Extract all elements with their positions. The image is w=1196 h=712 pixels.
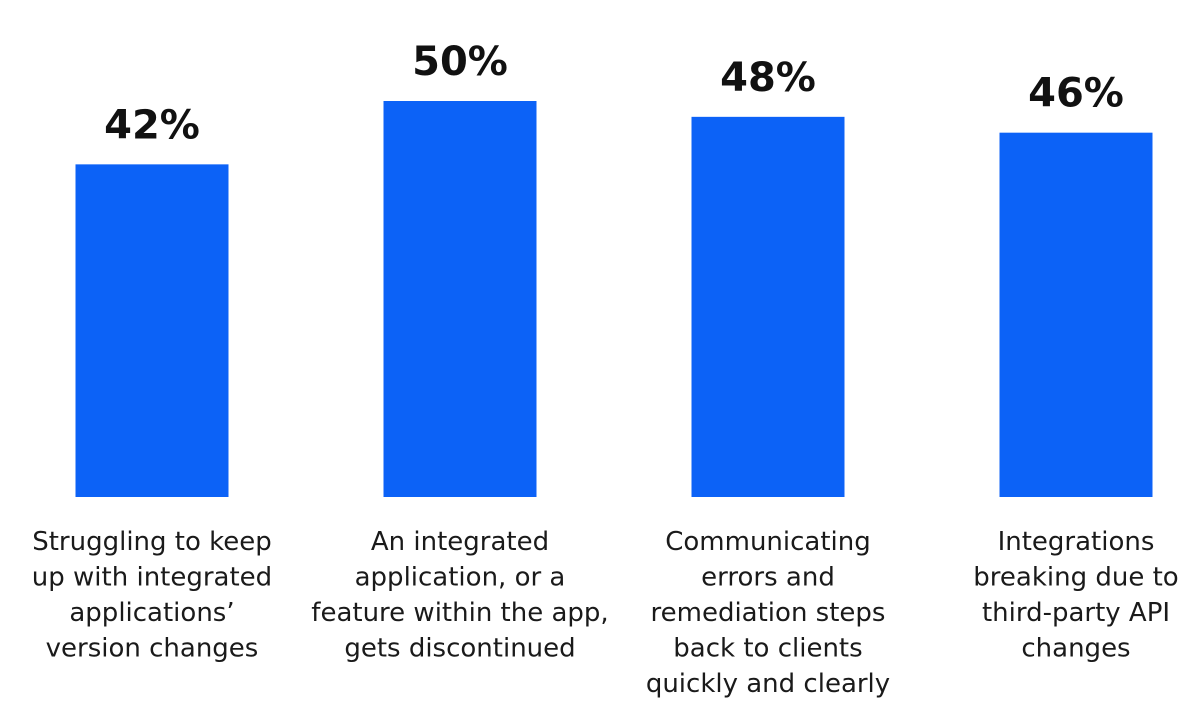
bar-3 bbox=[691, 116, 845, 497]
category-label-line: changes bbox=[1021, 634, 1130, 664]
value-label-2: 50% bbox=[412, 39, 508, 85]
category-label-line: gets discontinued bbox=[344, 634, 575, 664]
category-label-line: third-party API bbox=[982, 598, 1170, 628]
category-label-line: remediation steps bbox=[651, 598, 886, 628]
category-label-line: feature within the app, bbox=[311, 598, 608, 628]
bars-layer bbox=[75, 101, 1153, 498]
value-labels-layer: 42% 50% 48% 46% bbox=[104, 39, 1124, 148]
category-label-line: Struggling to keep bbox=[32, 527, 272, 557]
bar-4 bbox=[999, 132, 1153, 497]
value-label-1: 42% bbox=[104, 102, 200, 148]
category-label-line: errors and bbox=[701, 563, 835, 593]
bar-1 bbox=[75, 164, 229, 498]
category-label-line: An integrated bbox=[371, 527, 549, 557]
category-label-line: quickly and clearly bbox=[646, 669, 890, 699]
value-label-3: 48% bbox=[720, 55, 816, 101]
bar-2 bbox=[383, 101, 537, 497]
category-label-line: back to clients bbox=[673, 634, 862, 664]
category-label-line: version changes bbox=[46, 634, 259, 664]
category-label-line: breaking due to bbox=[973, 563, 1178, 593]
category-label-1: Struggling to keep up with integrated appl… bbox=[32, 527, 272, 664]
category-label-3: Communicating errors and remediation steps… bbox=[646, 527, 890, 699]
category-label-line: Communicating bbox=[665, 527, 871, 557]
category-label-2: An integrated application, or a feature wi… bbox=[311, 527, 608, 664]
category-label-line: Integrations bbox=[998, 527, 1155, 557]
category-label-4: Integrations breaking due to third-party A… bbox=[973, 527, 1178, 664]
category-labels-layer: Struggling to keep up with integrated appl… bbox=[32, 527, 1179, 699]
category-label-line: application, or a bbox=[355, 563, 566, 593]
category-label-line: applications’ bbox=[69, 598, 234, 628]
value-label-4: 46% bbox=[1028, 71, 1124, 117]
category-label-line: up with integrated bbox=[32, 563, 272, 593]
